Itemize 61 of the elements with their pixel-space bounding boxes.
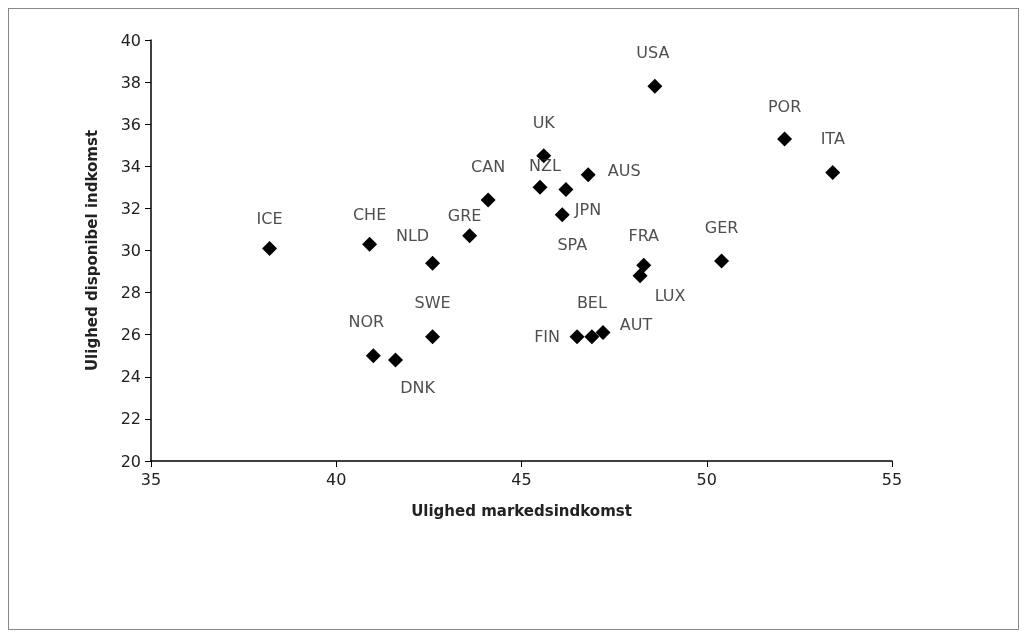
x-axis-title: Ulighed markedsindkomst <box>411 501 632 520</box>
point <box>636 257 652 273</box>
point <box>425 329 441 345</box>
annotation: USA <box>636 42 670 62</box>
annotation: AUT <box>619 315 653 335</box>
annotation: CHE <box>352 204 387 224</box>
y-tick-label: 26 <box>120 325 141 345</box>
point <box>262 240 278 256</box>
y-axis-title: Ulighed disponibel indkomst <box>82 129 101 372</box>
y-tick-label: 32 <box>120 198 141 218</box>
point <box>569 329 585 345</box>
annotation: ICE <box>256 208 283 228</box>
annotation: FRA <box>628 225 660 245</box>
annotation: LUX <box>654 286 686 306</box>
point <box>425 255 441 271</box>
annotation: NOR <box>348 312 385 332</box>
annotation: DNK <box>400 378 436 398</box>
y-tick-label: 40 <box>120 30 141 50</box>
annotation: GER <box>704 217 739 237</box>
annotation: GRE <box>447 206 482 226</box>
y-tick-label: 38 <box>120 72 141 92</box>
x-tick-label: 45 <box>511 469 532 489</box>
annotation: UK <box>532 113 556 133</box>
point <box>365 348 381 364</box>
y-tick-label: 28 <box>120 283 141 303</box>
point <box>532 179 548 195</box>
annotation: CAN <box>471 157 506 177</box>
y-tick-label: 36 <box>120 114 141 134</box>
point <box>554 207 570 223</box>
point <box>362 236 378 252</box>
annotation: SPA <box>557 235 588 255</box>
point <box>480 192 496 208</box>
y-tick-label: 24 <box>120 367 141 387</box>
point <box>632 268 648 284</box>
point <box>580 167 596 183</box>
point <box>584 329 600 345</box>
point <box>388 352 404 368</box>
point <box>714 253 730 269</box>
annotation: FIN <box>534 327 561 347</box>
point <box>462 228 478 244</box>
x-tick-label: 35 <box>140 469 162 489</box>
annotation: BEL <box>576 293 607 313</box>
y-tick-label: 22 <box>120 409 141 429</box>
annotation: AUS <box>607 161 641 181</box>
y-tick-label: 34 <box>120 156 141 176</box>
y-tick-label: 20 <box>120 451 141 471</box>
point <box>647 78 663 94</box>
annotation: SWE <box>414 293 451 313</box>
annotation: ITA <box>820 129 845 149</box>
annotation: JPN <box>573 199 602 219</box>
point <box>558 181 574 197</box>
point <box>825 165 841 181</box>
x-tick-label: 40 <box>326 469 347 489</box>
annotation: POR <box>767 97 802 117</box>
x-tick-label: 55 <box>881 469 903 489</box>
y-tick-label: 30 <box>120 241 141 260</box>
annotation: NZL <box>529 155 562 175</box>
point <box>777 131 793 147</box>
annotation: NLD <box>395 225 430 245</box>
x-tick-label: 50 <box>696 469 717 489</box>
point <box>595 325 611 341</box>
